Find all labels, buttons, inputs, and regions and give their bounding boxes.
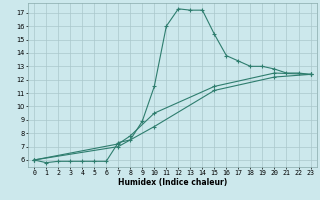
X-axis label: Humidex (Indice chaleur): Humidex (Indice chaleur) bbox=[118, 178, 227, 187]
